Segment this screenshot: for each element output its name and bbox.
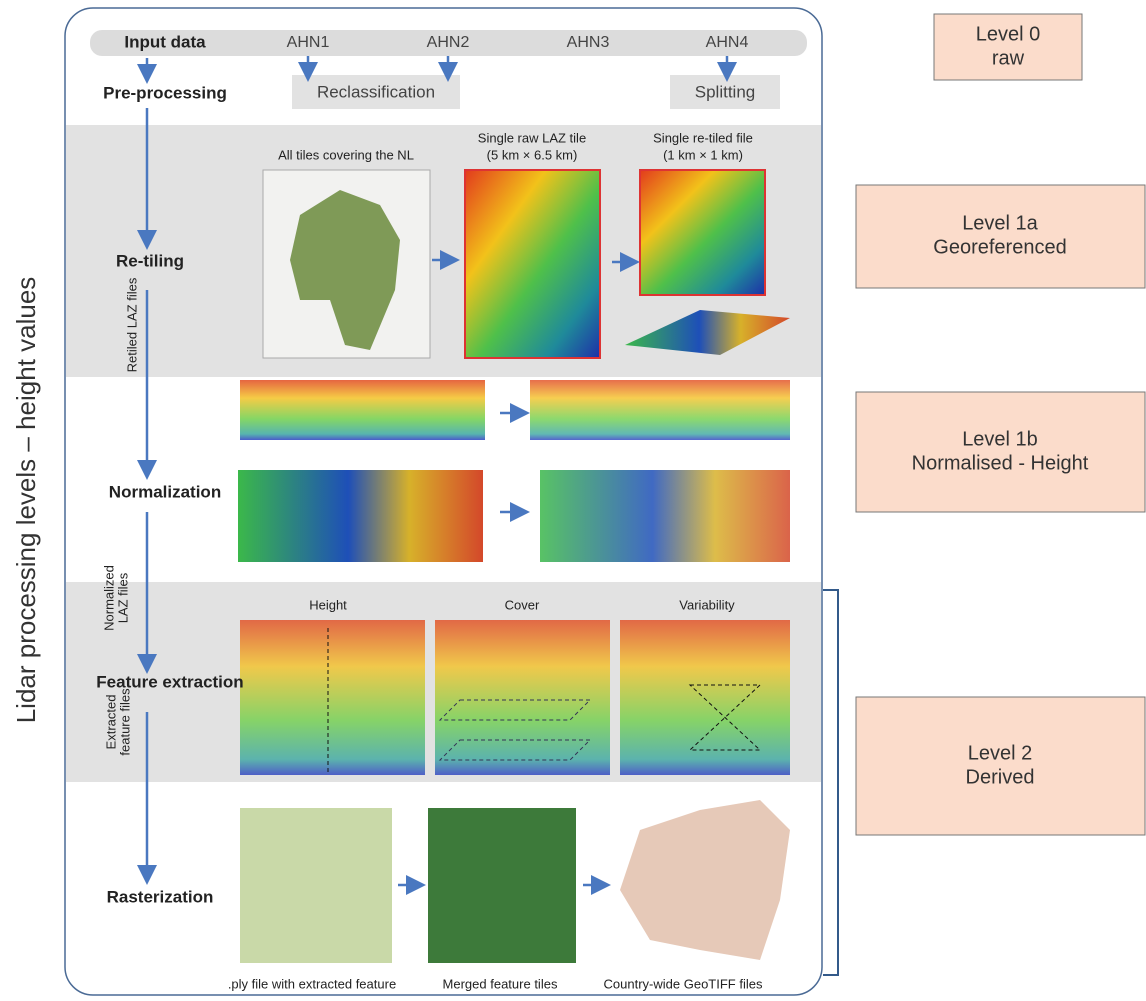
flow-label: LAZ files bbox=[115, 572, 130, 623]
caption: (5 km × 6.5 km) bbox=[487, 147, 578, 162]
level-label: Derived bbox=[966, 766, 1035, 788]
flow-label: Retiled LAZ files bbox=[124, 277, 139, 372]
caption: All tiles covering the NL bbox=[278, 147, 414, 162]
step-label: Feature extraction bbox=[96, 672, 243, 691]
step-label: Input data bbox=[124, 32, 206, 51]
caption: Single re-tiled file bbox=[653, 130, 753, 145]
input-label: AHN3 bbox=[567, 34, 610, 51]
feature-label: Cover bbox=[505, 597, 540, 612]
level-label: Georeferenced bbox=[933, 236, 1066, 258]
imagery bbox=[238, 169, 790, 963]
flow-label: feature files bbox=[117, 688, 132, 756]
caption: (1 km × 1 km) bbox=[663, 147, 743, 162]
flow-label: Extracted bbox=[103, 695, 118, 750]
raster-caption: Country-wide GeoTIFF files bbox=[604, 976, 763, 991]
feature-label: Variability bbox=[679, 597, 735, 612]
step-label: Pre-processing bbox=[103, 83, 227, 102]
level-label: Normalised - Height bbox=[912, 452, 1089, 474]
feature-label: Height bbox=[309, 597, 347, 612]
band bbox=[90, 30, 807, 56]
flow-label: Normalized bbox=[101, 565, 116, 631]
level-label: Level 1a bbox=[962, 212, 1038, 234]
raster-caption: Merged feature tiles bbox=[443, 976, 558, 991]
input-label: AHN1 bbox=[287, 34, 330, 51]
flow-arrows bbox=[137, 56, 737, 895]
input-label: AHN2 bbox=[427, 34, 470, 51]
step-label: Rasterization bbox=[107, 887, 214, 906]
preprocessing-label: Splitting bbox=[695, 82, 755, 101]
level-label: Level 2 bbox=[968, 742, 1033, 764]
step-label: Normalization bbox=[109, 482, 221, 501]
level-label: Level 0 bbox=[976, 23, 1041, 45]
level-boxes bbox=[855, 13, 1146, 836]
level-label: raw bbox=[992, 47, 1025, 69]
input-label: AHN4 bbox=[706, 34, 749, 51]
caption: Single raw LAZ tile bbox=[478, 130, 586, 145]
side-label: Lidar processing levels – height values bbox=[11, 277, 41, 724]
preprocessing-label: Reclassification bbox=[317, 82, 435, 101]
box bbox=[292, 75, 460, 109]
level-label: Level 1b bbox=[962, 428, 1038, 450]
step-label: Re-tiling bbox=[116, 251, 184, 270]
raster-caption: .ply file with extracted feature bbox=[228, 976, 396, 991]
bracket bbox=[823, 589, 839, 976]
